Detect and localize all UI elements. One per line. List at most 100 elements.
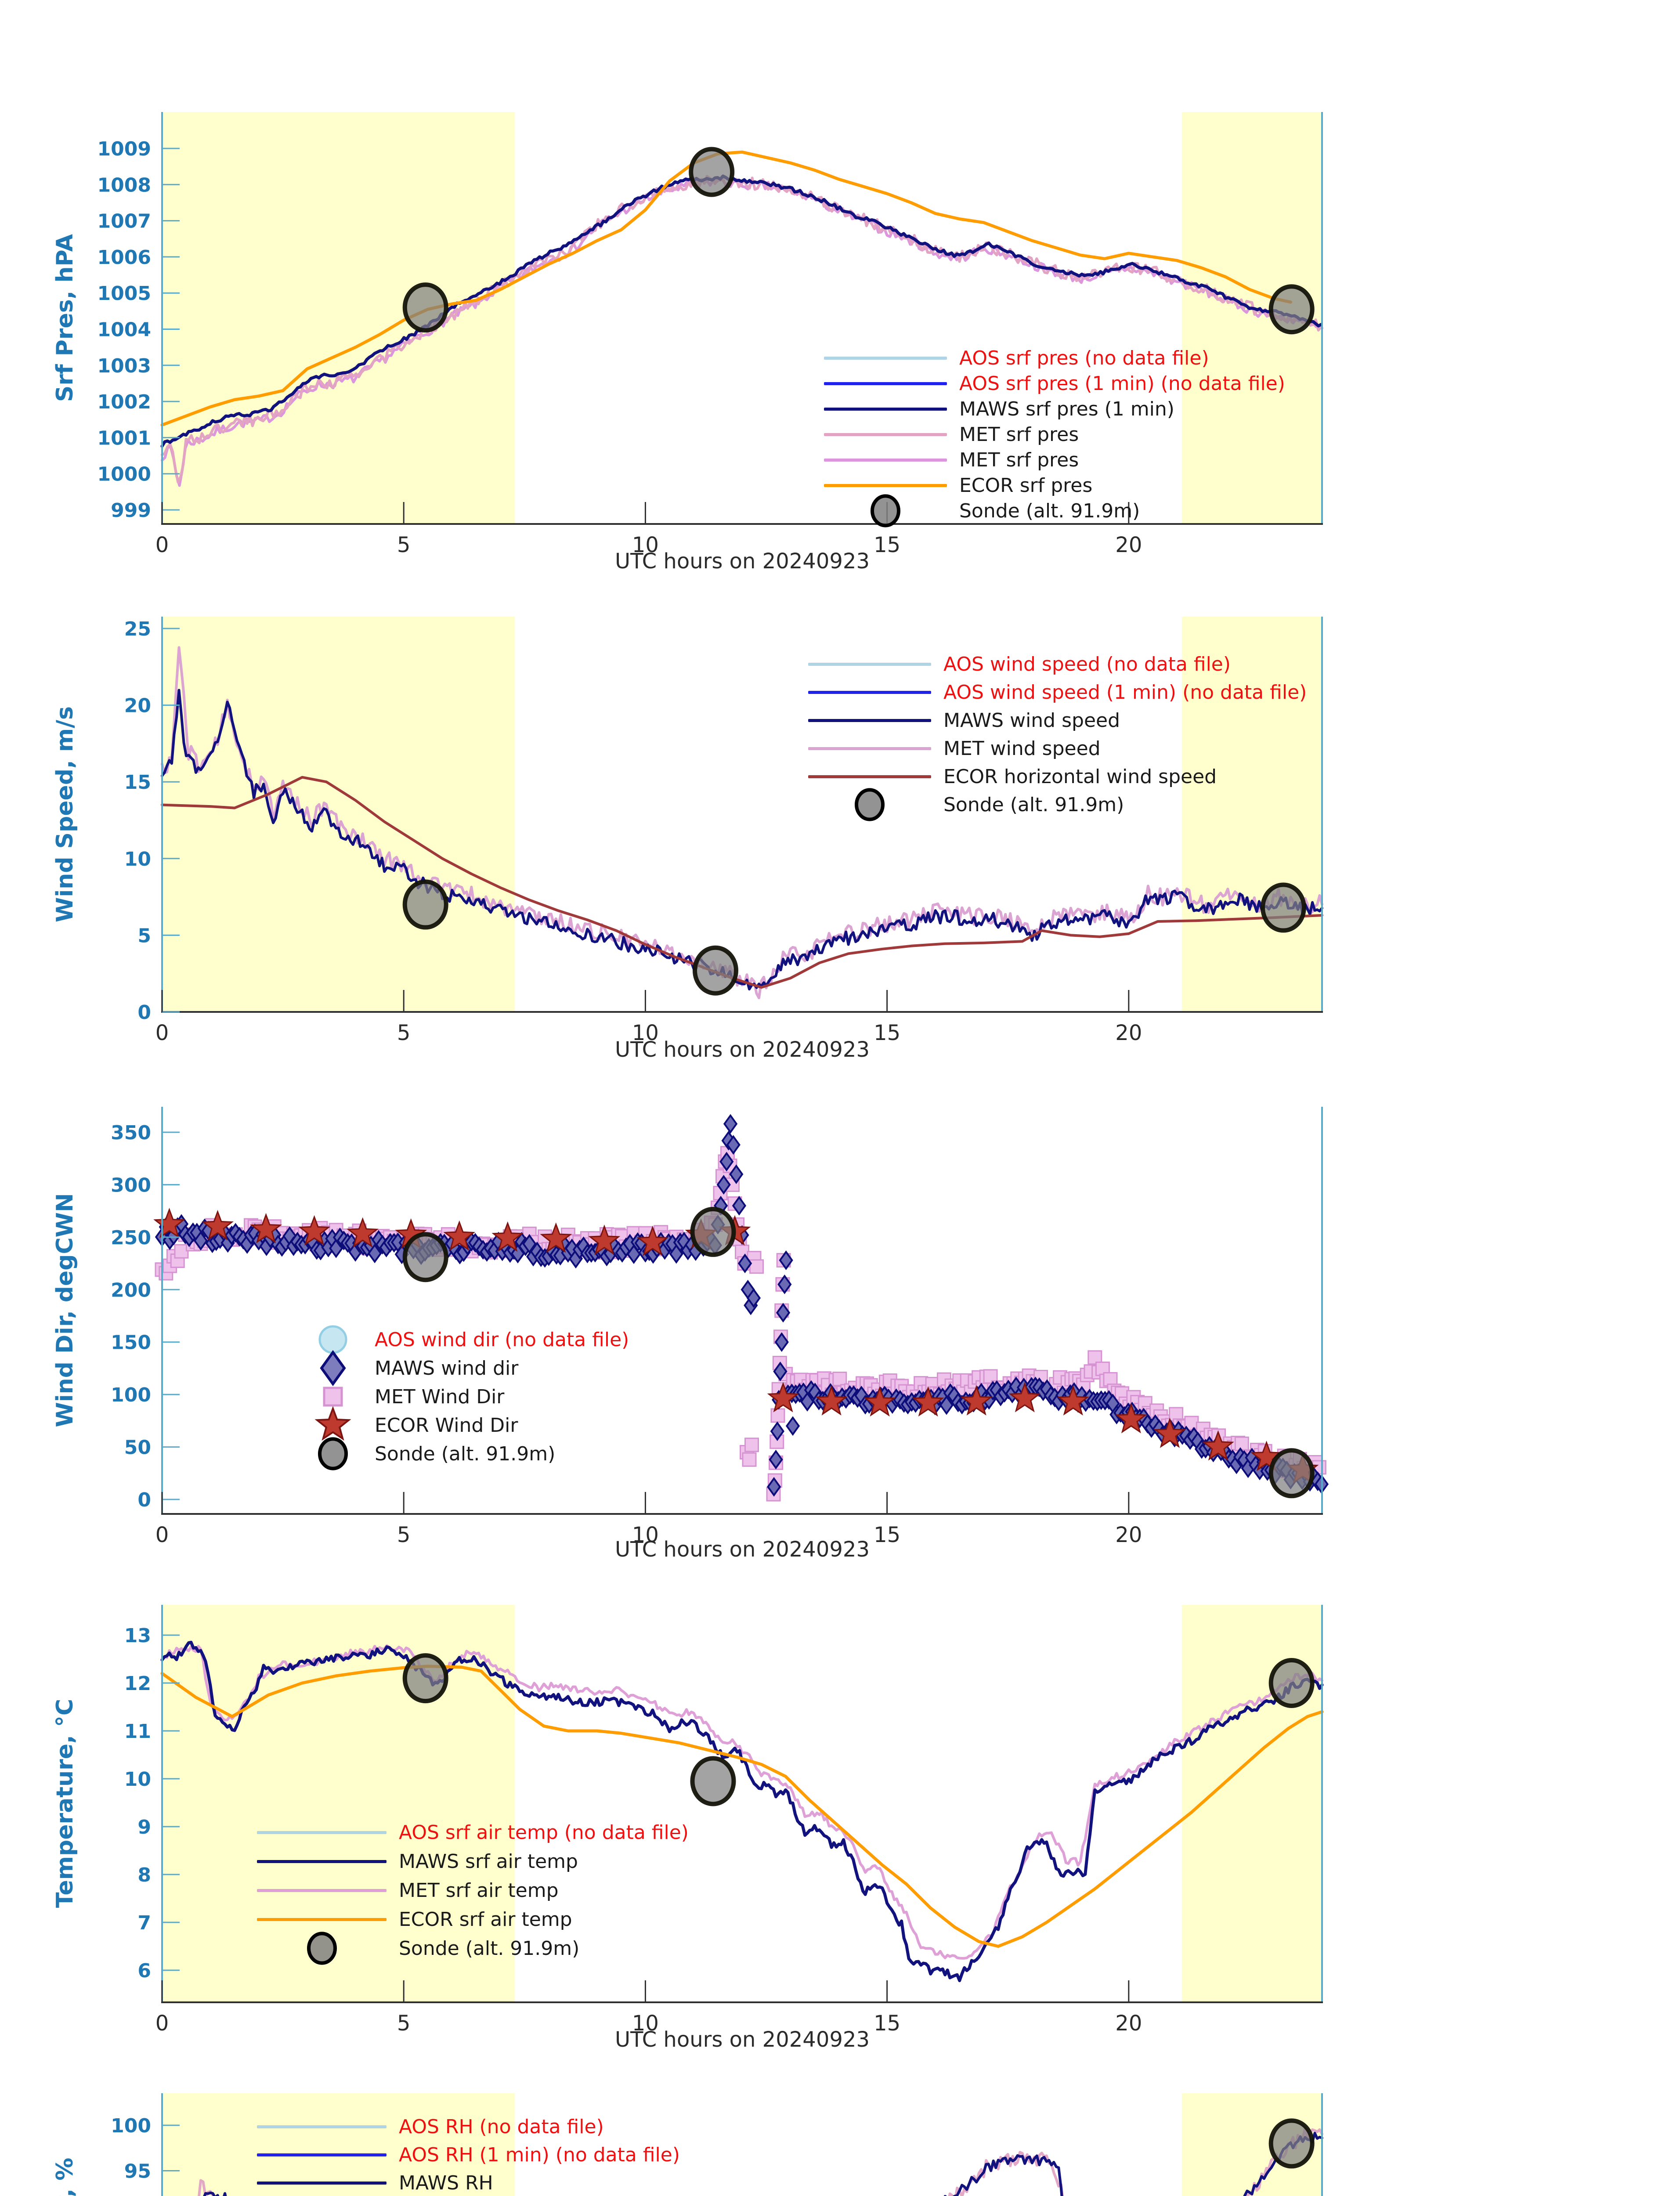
legend-swatch-line [824, 382, 947, 385]
sonde-marker [692, 945, 738, 996]
y-tick-label: 1001 [98, 427, 151, 449]
legend-swatch-line [257, 2181, 387, 2185]
y-tick-label: 1007 [98, 210, 151, 233]
legend-label: AOS wind speed (1 min) (no data file) [943, 681, 1307, 704]
legend-swatch-line [808, 690, 931, 694]
legend-label: AOS RH (no data file) [399, 2115, 604, 2138]
sonde-marker [402, 1653, 448, 1704]
legend-item-wind-speed-2: MAWS wind speed [808, 705, 1120, 735]
y-tick-label: 250 [111, 1227, 151, 1249]
y-tick-label: 1004 [98, 319, 151, 341]
y-tick-label: 25 [124, 618, 151, 640]
x-tick-label: 5 [397, 1021, 411, 1045]
legend-item-wind-speed-0: AOS wind speed (no data file) [808, 649, 1231, 679]
x-tick-label: 15 [874, 533, 900, 557]
legend-label: AOS wind dir (no data file) [375, 1328, 629, 1351]
legend-label: Sonde (alt. 91.9m) [375, 1442, 556, 1465]
legend-label: ECOR horizontal wind speed [943, 765, 1217, 788]
y-tick-label: 13 [124, 1625, 151, 1647]
legend-swatch-sonde [257, 1927, 387, 1969]
legend-item-wind-dir-2: MET Wind Dir [303, 1382, 504, 1412]
legend-swatch-line [808, 662, 931, 666]
series-ecor-srf-pres [160, 150, 1292, 427]
legend-swatch-line [257, 1831, 387, 1834]
sonde-marker [690, 1756, 736, 1806]
y-tick-label: 300 [111, 1174, 151, 1196]
x-tick-label: 10 [632, 1021, 659, 1045]
x-tick-label: 0 [155, 1021, 169, 1045]
legend-item-wind-dir-1: MAWS wind dir [303, 1350, 519, 1387]
x-tick-label: 10 [632, 2011, 659, 2036]
y-tick-label: 5 [137, 925, 151, 947]
sonde-marker [690, 1206, 736, 1257]
y-tick-label: 8 [137, 1864, 151, 1886]
legend-label: ECOR srf air temp [399, 1908, 572, 1931]
daylight-shading-band [1181, 617, 1322, 1012]
series-maws-wind-speed [161, 689, 1323, 991]
legend-item-wind-dir-0: AOS wind dir (no data file) [303, 1325, 629, 1354]
x-tick-label: 0 [155, 533, 169, 557]
series-met-srf-air-temp [161, 1644, 1323, 1960]
legend-item-srf-pres-2: MAWS srf pres (1 min) [824, 394, 1174, 424]
legend-item-rh-0: AOS RH (no data file) [257, 2112, 604, 2142]
x-tick-label: 20 [1115, 533, 1142, 557]
y-axis-label-wind-speed: Wind Speed, m/s [52, 706, 78, 922]
legend-label: AOS srf pres (1 min) (no data file) [959, 372, 1285, 395]
legend-label: AOS wind speed (no data file) [943, 653, 1231, 675]
legend-item-srf-pres-5: ECOR srf pres [824, 470, 1092, 500]
series-met-srf-pres-1 [161, 175, 1322, 484]
y-tick-label: 100 [111, 1384, 151, 1406]
legend-swatch-line [824, 433, 947, 436]
sonde-marker [402, 879, 448, 930]
y-tick-label: 50 [124, 1437, 151, 1459]
legend-swatch-line [824, 458, 947, 462]
y-tick-label: 1005 [98, 282, 151, 305]
y-tick-label: 1003 [98, 355, 151, 377]
legend-swatch-diamond [303, 1347, 362, 1389]
legend-label: MAWS wind dir [375, 1357, 519, 1380]
legend-swatch-sonde [824, 490, 947, 532]
y-tick-label: 0 [137, 1489, 151, 1511]
legend-swatch-line [808, 775, 931, 778]
legend-swatch-line [824, 484, 947, 487]
x-tick-label: 20 [1115, 2011, 1142, 2036]
x-tick-label: 20 [1115, 1021, 1142, 1045]
series-maws-srf-air-temp [160, 1640, 1324, 1983]
sonde-marker [689, 147, 735, 197]
legend-item-srf-pres-3: MET srf pres [824, 419, 1079, 449]
x-tick-label: 20 [1115, 1523, 1142, 1547]
legend-label: MET wind speed [943, 737, 1101, 760]
series-maws-srf-pres [160, 174, 1323, 448]
legend-item-wind-speed-3: MET wind speed [808, 733, 1101, 763]
y-tick-label: 100 [111, 2115, 151, 2137]
y-tick-label: 10 [124, 848, 151, 870]
x-axis-label-temperature: UTC hours on 20240923 [615, 2027, 870, 2052]
y-tick-label: 10 [124, 1768, 151, 1791]
legend-item-srf-pres-1: AOS srf pres (1 min) (no data file) [824, 368, 1285, 398]
legend-swatch-line [824, 356, 947, 360]
legend-item-rh-2: MAWS RH [257, 2168, 493, 2196]
y-tick-label: 6 [137, 1960, 151, 1982]
sonde-marker [1268, 1658, 1315, 1708]
legend-item-temperature-1: MAWS srf air temp [257, 1846, 578, 1876]
y-tick-label: 350 [111, 1122, 151, 1144]
sonde-marker [1260, 882, 1306, 933]
x-tick-label: 5 [397, 533, 411, 557]
legend-swatch-star [303, 1404, 362, 1446]
x-tick-label: 10 [632, 1523, 659, 1547]
legend-swatch-line [808, 747, 931, 750]
legend-swatch-line [257, 1918, 387, 1921]
x-tick-label: 15 [874, 1021, 900, 1045]
x-tick-label: 10 [632, 533, 659, 557]
y-tick-label: 999 [111, 499, 151, 522]
legend-swatch-line [257, 1889, 387, 1892]
legend-swatch-line [824, 407, 947, 411]
y-tick-label: 1006 [98, 246, 151, 269]
sonde-marker [1268, 1448, 1315, 1499]
y-tick-label: 15 [124, 771, 151, 794]
y-tick-label: 7 [137, 1912, 151, 1934]
legend-label: MET srf pres [959, 448, 1079, 471]
plot-wind-dir: 0 50 100 150 200 250 300 350 0 5 10 15 20 [111, 1107, 1329, 1547]
legend-label: Sonde (alt. 91.9m) [959, 499, 1140, 522]
